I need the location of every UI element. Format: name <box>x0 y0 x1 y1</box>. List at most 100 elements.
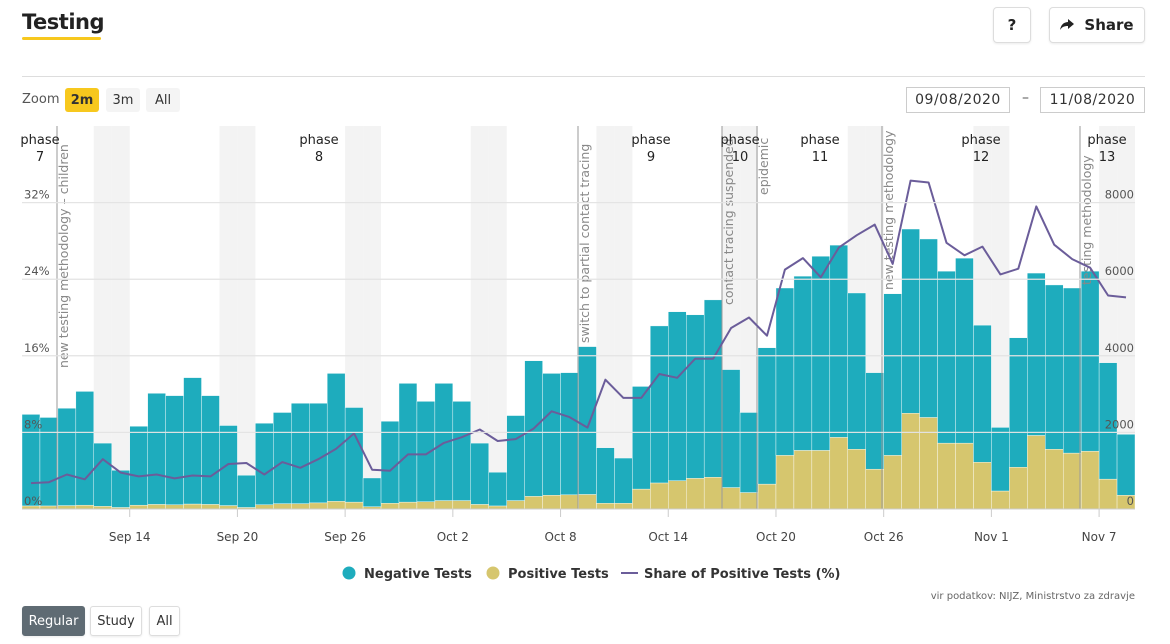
bar <box>937 442 956 509</box>
bar <box>668 311 687 481</box>
bar <box>326 373 346 502</box>
bar <box>147 504 166 509</box>
bar <box>273 503 292 509</box>
date-separator: – <box>1022 90 1029 106</box>
weekend-band <box>237 126 256 509</box>
bar <box>632 386 651 490</box>
bar <box>57 408 77 506</box>
weekend-band <box>1117 126 1135 509</box>
x-tick-label: Oct 8 <box>544 530 576 544</box>
bar <box>578 494 597 509</box>
date-to[interactable]: 11/08/2020 <box>1040 87 1145 113</box>
weekend-band <box>488 126 507 509</box>
bar <box>75 504 95 509</box>
plot-area: new testing methodology – children switch… <box>22 126 1135 509</box>
bar <box>650 482 669 509</box>
share-button[interactable]: Share <box>1049 7 1145 43</box>
annotation-text: switch to partial contact tracing <box>577 144 592 343</box>
zoom-label: Zoom <box>22 92 60 107</box>
bar <box>470 504 489 509</box>
bar <box>1009 467 1028 509</box>
bar <box>614 457 633 504</box>
help-button[interactable]: ? <box>993 7 1031 43</box>
bar <box>39 417 59 507</box>
bar <box>596 447 615 504</box>
y-tick-label: 8% <box>24 417 42 431</box>
bar <box>811 256 831 451</box>
date-from[interactable]: 09/08/2020 <box>906 87 1010 113</box>
zoom-button[interactable]: 3m <box>106 88 140 112</box>
bar <box>901 228 920 414</box>
bar <box>703 477 723 509</box>
annotation-text: contact tracing suspended <box>721 138 736 305</box>
view-button[interactable]: All <box>149 606 180 636</box>
bar <box>165 395 184 505</box>
bar <box>93 442 112 507</box>
bar <box>1009 337 1028 468</box>
phase-label: phase <box>631 133 670 148</box>
bar <box>686 478 705 509</box>
bar <box>291 503 310 509</box>
bar <box>847 292 866 450</box>
bar <box>775 455 795 509</box>
bar <box>955 442 974 509</box>
bar <box>829 437 848 509</box>
y-tick-label: 16% <box>24 341 50 355</box>
bar <box>362 477 382 507</box>
bar <box>811 450 831 509</box>
bar <box>201 504 220 509</box>
bar <box>865 468 884 509</box>
bar <box>1045 449 1064 509</box>
zoom-button[interactable]: 2m <box>65 88 99 112</box>
bar <box>757 347 777 485</box>
y-tick-label: 0% <box>24 494 42 508</box>
phase-number: 12 <box>973 150 990 165</box>
x-tick-label: Sep 20 <box>217 530 259 544</box>
bar <box>309 502 328 509</box>
weekend-band <box>219 126 238 509</box>
bar <box>614 503 633 509</box>
annotation-text: testing methodology <box>1079 155 1094 285</box>
divider <box>22 76 1145 77</box>
bar <box>452 401 471 501</box>
bar <box>1027 435 1046 509</box>
bar <box>524 496 543 509</box>
bar <box>632 488 651 509</box>
bar <box>829 244 848 438</box>
phase-number: 13 <box>1099 150 1116 165</box>
source-note: vir podatkov: NIJZ, Ministrstvo za zdrav… <box>930 591 1135 602</box>
bar <box>470 442 489 505</box>
phase-label: phase <box>720 133 759 148</box>
share-line <box>30 179 1127 485</box>
bar <box>1098 478 1118 509</box>
phase-number: 7 <box>36 150 44 165</box>
bar <box>721 369 741 488</box>
annotation-text: epidemic <box>756 138 771 195</box>
bar <box>991 490 1010 509</box>
phase-label: phase <box>20 133 59 148</box>
bar <box>219 505 238 509</box>
bar <box>201 395 220 505</box>
bar <box>309 403 328 504</box>
bar <box>273 412 292 504</box>
view-button[interactable]: Regular <box>22 606 85 636</box>
weekend-band <box>596 126 615 509</box>
x-tick-label: Nov 7 <box>1082 530 1117 544</box>
bar <box>578 346 597 495</box>
x-tick-label: Oct 26 <box>864 530 904 544</box>
bar <box>668 480 687 509</box>
title-underline <box>22 37 101 40</box>
bar <box>847 449 866 509</box>
share-icon <box>1060 19 1075 30</box>
y2-tick-label: 8000 <box>1105 188 1134 202</box>
bar <box>650 325 669 484</box>
bar <box>237 475 256 508</box>
zoom-button[interactable]: All <box>146 88 180 112</box>
bar <box>721 487 741 509</box>
legend-item: Share of Positive Tests (%) <box>621 567 840 582</box>
view-button[interactable]: Study <box>90 606 142 636</box>
bar <box>919 417 938 509</box>
bar <box>542 373 561 496</box>
